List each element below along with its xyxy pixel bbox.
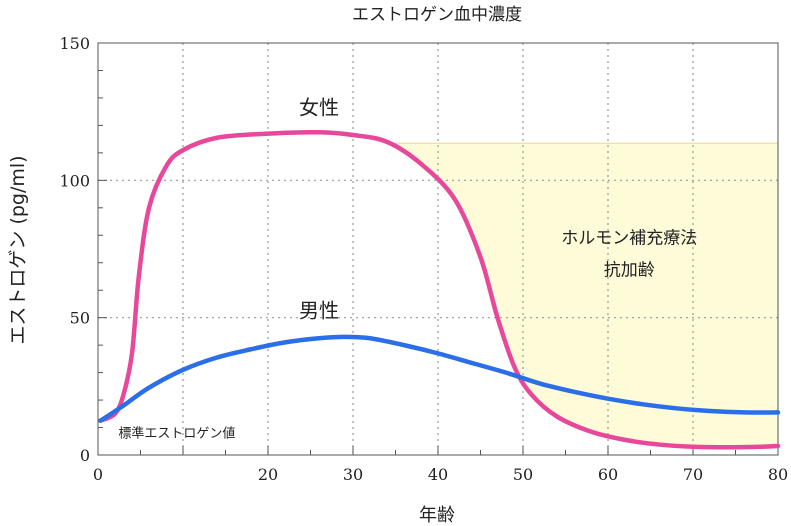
x-tick-label: 40	[428, 465, 448, 484]
x-tick-label: 20	[258, 465, 278, 484]
x-axis-label: 年齢	[419, 505, 455, 526]
x-tick-label: 50	[513, 465, 533, 484]
anti-aging-label: 抗加齢	[604, 261, 655, 281]
x-tick-label: 60	[598, 465, 618, 484]
x-tick-label: 30	[343, 465, 363, 484]
y-tick-label: 100	[59, 171, 90, 190]
x-tick-label: 0	[93, 465, 103, 484]
hrt-shaded-region	[389, 143, 778, 448]
x-tick-label: 70	[683, 465, 703, 484]
male-estrogen-line	[98, 334, 781, 423]
x-tick-label: 80	[768, 465, 788, 484]
y-axis-label: エストロゲン (pg/ml)	[7, 155, 29, 344]
male-label: 男性	[299, 299, 339, 323]
chart-title: エストロゲン血中濃度	[352, 5, 522, 25]
female-estrogen-line	[98, 129, 781, 450]
y-tick-label: 0	[80, 446, 90, 465]
baseline-estrogen-label: 標準エストロゲン値	[118, 426, 235, 442]
y-tick-label: 50	[70, 309, 90, 328]
hrt-label: ホルモン補充療法	[561, 229, 697, 249]
female-label: 女性	[299, 95, 339, 119]
y-tick-label: 150	[59, 34, 90, 53]
